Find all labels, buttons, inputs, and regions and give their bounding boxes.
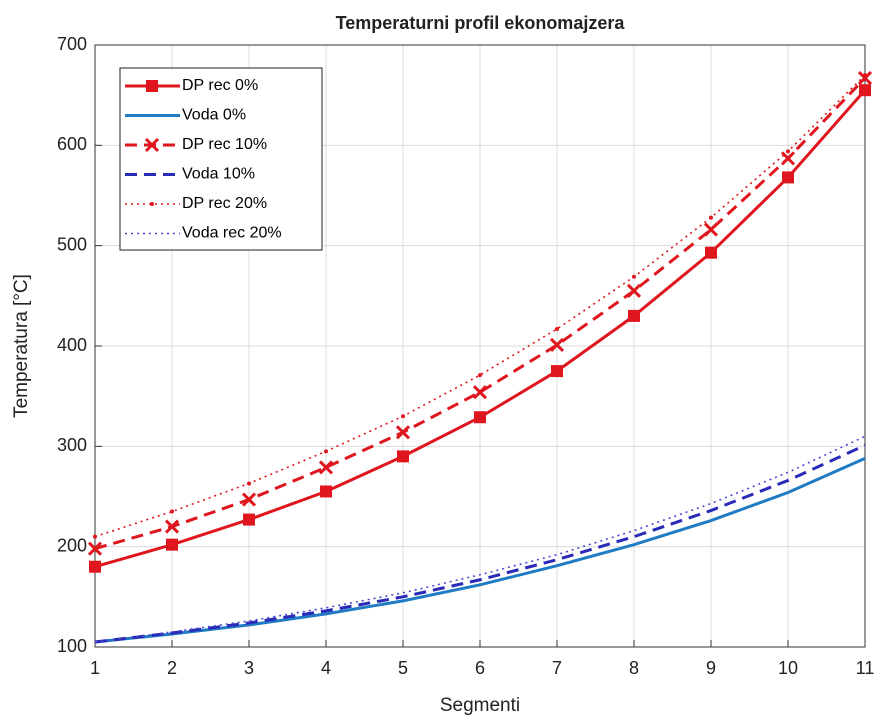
marker bbox=[241, 492, 257, 507]
line bbox=[94, 443, 866, 644]
legend-label: Voda 0% bbox=[182, 107, 246, 124]
x-tick-label: 4 bbox=[321, 658, 331, 678]
legend-label: DP rec 10% bbox=[182, 136, 267, 153]
marker bbox=[243, 513, 255, 526]
marker bbox=[166, 538, 178, 551]
marker bbox=[478, 373, 482, 378]
y-tick-label: 600 bbox=[57, 134, 87, 154]
x-tick-label: 7 bbox=[552, 658, 562, 678]
x-tick-label: 10 bbox=[778, 658, 798, 678]
legend: DP rec 0% Voda 0% DP rec 10% Voda 10% DP rec… bbox=[119, 67, 323, 251]
marker bbox=[859, 84, 871, 97]
marker bbox=[164, 519, 180, 534]
legend-marker bbox=[146, 80, 158, 92]
marker bbox=[551, 365, 563, 378]
marker bbox=[782, 171, 794, 184]
marker bbox=[863, 73, 867, 78]
y-tick-label: 500 bbox=[57, 234, 87, 254]
legend-box bbox=[119, 67, 323, 251]
x-tick-label: 2 bbox=[167, 658, 177, 678]
x-tick-label: 3 bbox=[244, 658, 254, 678]
y-tick-label: 200 bbox=[57, 535, 87, 555]
legend-label: Voda 10% bbox=[182, 166, 255, 183]
x-tick-label: 9 bbox=[706, 658, 716, 678]
marker bbox=[786, 149, 790, 154]
x-axis-label: Segmenti bbox=[440, 695, 520, 716]
line bbox=[94, 77, 867, 551]
marker bbox=[247, 481, 251, 486]
marker bbox=[318, 460, 334, 475]
marker bbox=[555, 326, 559, 331]
marker bbox=[632, 274, 636, 279]
marker bbox=[395, 425, 411, 440]
legend-marker bbox=[150, 202, 154, 206]
marker bbox=[170, 509, 174, 514]
marker bbox=[474, 411, 486, 424]
marker bbox=[705, 246, 717, 259]
marker bbox=[93, 534, 97, 539]
chart-title: Temperaturni profil ekonomajzera bbox=[336, 13, 626, 33]
y-axis-label: Temperatura [°C] bbox=[11, 274, 32, 418]
line bbox=[94, 435, 866, 643]
legend-label: DP rec 20% bbox=[182, 195, 267, 212]
x-tick-label: 6 bbox=[475, 658, 485, 678]
legend-label: DP rec 0% bbox=[182, 77, 258, 94]
marker bbox=[87, 541, 103, 556]
x-tick-label: 1 bbox=[90, 658, 100, 678]
marker bbox=[626, 283, 642, 298]
line bbox=[94, 74, 866, 538]
y-tick-label: 700 bbox=[57, 34, 87, 54]
marker bbox=[401, 414, 405, 419]
marker bbox=[397, 450, 409, 463]
marker bbox=[320, 485, 332, 498]
marker bbox=[89, 560, 101, 573]
y-tick-label: 300 bbox=[57, 435, 87, 455]
x-tick-label: 5 bbox=[398, 658, 408, 678]
x-tick-label: 11 bbox=[856, 658, 875, 678]
x-tick-label: 8 bbox=[629, 658, 639, 678]
marker bbox=[472, 385, 488, 400]
line bbox=[94, 457, 866, 644]
marker bbox=[857, 71, 873, 86]
marker bbox=[324, 449, 328, 454]
y-tick-label: 400 bbox=[57, 335, 87, 355]
plot-frame bbox=[94, 44, 866, 648]
marker bbox=[703, 222, 719, 237]
marker bbox=[709, 215, 713, 220]
legend-label: Voda rec 20% bbox=[182, 225, 282, 242]
marker bbox=[628, 309, 640, 322]
marker bbox=[780, 151, 796, 166]
marker bbox=[549, 337, 565, 353]
legend-marker bbox=[144, 137, 160, 153]
y-tick-label: 100 bbox=[57, 636, 87, 656]
